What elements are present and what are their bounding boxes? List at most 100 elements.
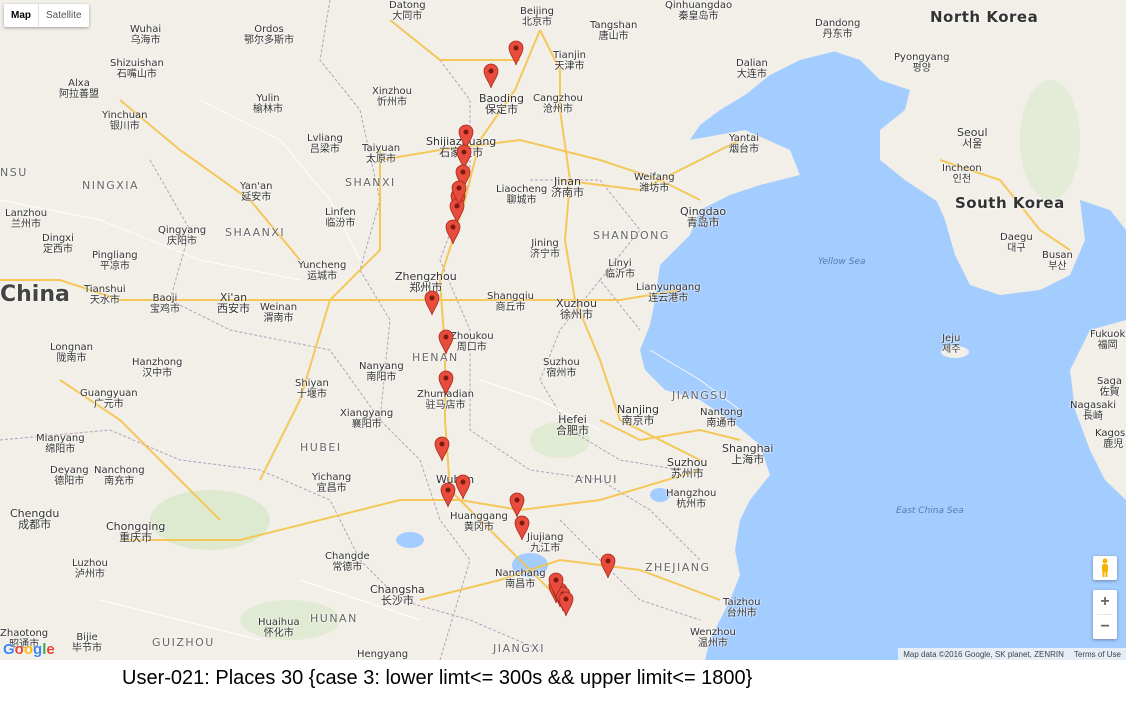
map-label-xiangyang: Xiangyang 襄阳市 <box>340 408 394 430</box>
map-label-taizhou: Taizhou 台州市 <box>723 597 761 619</box>
map-canvas[interactable]: Datong 大同市 Beijing 北京市 Tangshan 唐山市 Qinhuan… <box>0 0 1126 660</box>
zoom-in-button[interactable]: + <box>1100 593 1110 610</box>
map-label-jinan: Jinan 济南市 <box>551 175 584 199</box>
map-label-yanan: Yan'an 延安市 <box>240 181 273 203</box>
terms-of-use-link[interactable]: Terms of Use <box>1073 649 1121 659</box>
map-label-south-korea: South Korea <box>955 194 1065 212</box>
map-label-fukuoka: Fukuok 福岡 <box>1090 329 1126 351</box>
map-label-shanxi: SHANXI <box>345 176 396 189</box>
map-label-shiyan: Shiyan 十堰市 <box>295 378 329 400</box>
map-marker-place-16[interactable] <box>514 515 530 541</box>
map-label-suzhou-anhui: Suzhou 宿州市 <box>543 357 580 379</box>
map-label-nsu: NSU <box>0 166 28 179</box>
map-label-lianyungang: Lianyungang 连云港市 <box>636 282 701 304</box>
map-label-luzhou: Luzhou 泸州市 <box>72 558 108 580</box>
map-marker-place-9[interactable] <box>424 290 440 316</box>
map-label-yichang: Yichang 宜昌市 <box>312 472 352 494</box>
map-label-east-china-sea: East China Sea <box>896 506 964 516</box>
map-marker-place-1[interactable] <box>508 40 524 66</box>
map-label-shangqiu: Shangqiu 商丘市 <box>487 291 534 313</box>
map-marker-place-21[interactable] <box>558 591 574 617</box>
map-label-nanchong: Nanchong 南充市 <box>94 465 145 487</box>
map-type-map-button[interactable]: Map <box>11 10 31 21</box>
map-label-hangzhou: Hangzhou 杭州市 <box>666 488 717 510</box>
map-marker-place-13[interactable] <box>440 482 456 508</box>
map-label-qingyang: Qingyang 庆阳市 <box>158 225 207 247</box>
map-label-changsha: Changsha 长沙市 <box>370 583 425 607</box>
map-label-weinan: Weinan 渭南市 <box>260 302 298 324</box>
map-label-wuhan: Wuhan <box>436 473 475 486</box>
map-label-nanyang: Nanyang 南阳市 <box>359 361 404 383</box>
map-data-credit: Map data ©2016 Google, SK planet, ZENRIN <box>903 649 1064 659</box>
map-label-busan: Busan 부산 <box>1042 250 1073 272</box>
map-label-tangshan: Tangshan 唐山市 <box>590 20 638 42</box>
map-label-huaihua: Huaihua 怀化市 <box>258 617 300 639</box>
map-label-wuhai: Wuhai 乌海市 <box>130 24 162 46</box>
map-marker-place-14[interactable] <box>455 474 471 500</box>
map-label-guizhou: GUIZHOU <box>152 636 215 649</box>
map-label-taiyuan: Taiyuan 太原市 <box>362 143 401 165</box>
map-label-dandong: Dandong 丹东市 <box>815 18 861 40</box>
figure-caption: User-021: Places 30 {case 3: lower limt<… <box>122 667 753 689</box>
map-label-north-korea: North Korea <box>930 8 1039 26</box>
map-label-lvliang: Lvliang 吕梁市 <box>307 133 343 155</box>
map-marker-place-11[interactable] <box>438 370 454 396</box>
map-label-weifang: Weifang 潍坊市 <box>634 172 675 194</box>
map-marker-place-10[interactable] <box>438 329 454 355</box>
google-logo[interactable]: Google <box>3 641 55 658</box>
map-label-nagasaki: Nagasaki 長崎 <box>1070 400 1116 422</box>
map-label-shandong: SHANDONG <box>593 229 670 242</box>
map-label-xian: Xi'an 西安市 <box>217 291 250 315</box>
map-label-baoding: Baoding 保定市 <box>479 92 525 116</box>
map-label-nantong: Nantong 南通市 <box>700 407 743 429</box>
map-label-hubei: HUBEI <box>300 441 342 454</box>
map-label-yulin: Yulin 榆林市 <box>253 93 283 115</box>
pegman-icon <box>1102 558 1108 577</box>
map-label-changde: Changde 常德市 <box>325 551 370 573</box>
map-label-shaanxi: SHAANXI <box>225 226 286 239</box>
map-marker-place-12[interactable] <box>434 436 450 462</box>
map-label-xinzhou: Xinzhou 忻州市 <box>372 86 413 108</box>
map-label-tianjin: Tianjin 天津市 <box>553 50 586 72</box>
map-label-kagoshima: Kagosh鹿児 <box>1095 428 1126 450</box>
map-label-chengdu: Chengdu 成都市 <box>10 507 60 531</box>
map-label-pyongyang: Pyongyang 평양 <box>894 52 950 74</box>
map-label-bijie: Bijie 毕节市 <box>72 632 102 654</box>
map-base-layer <box>0 0 1126 660</box>
map-label-linyi: Linyi 临沂市 <box>605 258 635 280</box>
map-marker-place-15[interactable] <box>509 492 525 518</box>
map-label-alxa: Alxa 阿拉善盟 <box>59 78 99 100</box>
map-label-china: China <box>0 282 70 307</box>
map-type-satellite-button[interactable]: Satellite <box>38 4 89 27</box>
map-label-zhoukou: Zhoukou 周口市 <box>450 331 494 353</box>
map-label-chongqing: Chongqing 重庆市 <box>106 520 166 544</box>
map-label-baoji: Baoji 宝鸡市 <box>150 293 180 315</box>
map-label-deyang: Deyang 德阳市 <box>50 465 89 487</box>
map-label-tianshui: Tianshui 天水市 <box>84 284 126 306</box>
map-label-jiangxi: JIANGXI <box>493 642 546 655</box>
map-label-saga: Saga 佐賀 <box>1097 376 1122 398</box>
map-label-dalian: Dalian 大连市 <box>736 58 768 80</box>
map-label-jiangsu: JIANGSU <box>672 389 729 402</box>
map-label-zhejiang: ZHEJIANG <box>645 561 711 574</box>
map-label-suzhou-jiangsu: Suzhou 苏州市 <box>667 456 708 480</box>
map-label-daegu: Daegu 대구 <box>1000 232 1033 254</box>
map-marker-place-8[interactable] <box>445 219 461 245</box>
map-label-hunan: HUNAN <box>310 612 358 625</box>
map-marker-place-17[interactable] <box>600 553 616 579</box>
map-label-guangyuan: Guangyuan 广元市 <box>80 388 138 410</box>
map-label-mianyang: Mianyang 绵阳市 <box>36 433 85 455</box>
zoom-out-button[interactable]: − <box>1100 618 1110 635</box>
map-marker-place-4[interactable] <box>456 144 472 170</box>
map-label-henan: HENAN <box>412 351 459 364</box>
map-label-yantai: Yantai 烟台市 <box>729 133 760 155</box>
street-view-pegman-button[interactable] <box>1093 556 1117 580</box>
map-label-jining: Jining 济宁市 <box>530 238 560 260</box>
map-marker-place-5[interactable] <box>455 164 471 190</box>
map-marker-place-22[interactable] <box>548 572 564 598</box>
map-marker-place-23[interactable] <box>451 180 467 206</box>
map-label-shizuishan: Shizuishan 石嘴山市 <box>110 58 164 80</box>
map-marker-place-3[interactable] <box>458 124 474 150</box>
map-attribution: Map data ©2016 Google, SK planet, ZENRIN… <box>898 648 1126 660</box>
map-marker-place-2[interactable] <box>483 63 499 89</box>
